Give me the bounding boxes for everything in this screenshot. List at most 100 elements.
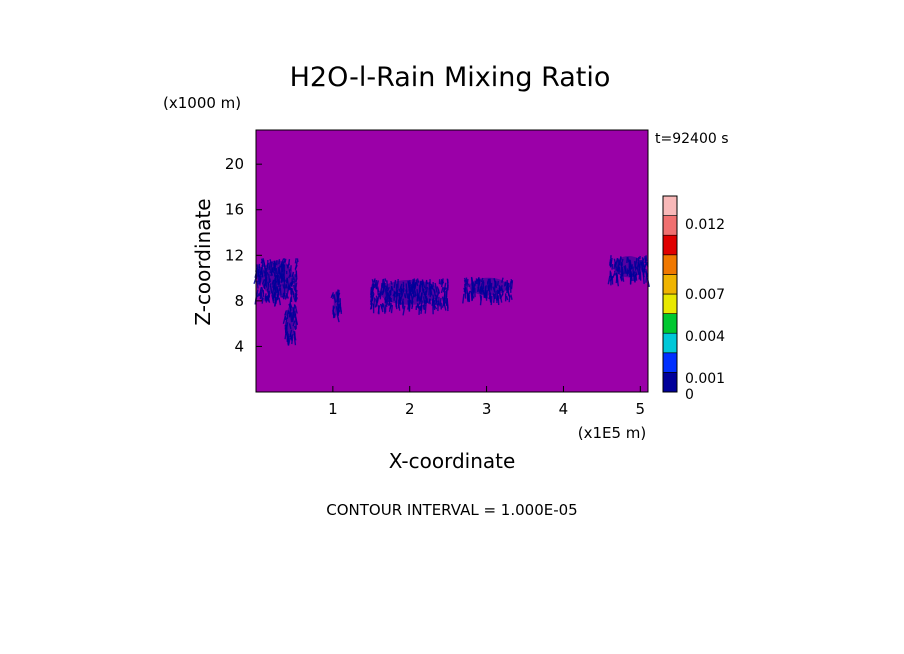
rain-streak — [272, 294, 275, 300]
rain-core — [469, 277, 508, 296]
rain-streak — [293, 304, 297, 308]
x-axis-label: X-coordinate — [389, 449, 516, 473]
rain-streak — [424, 279, 428, 290]
colorbar-swatch — [662, 254, 678, 275]
rain-streak — [405, 283, 408, 293]
rain-streak — [294, 325, 297, 331]
rain-streak — [627, 257, 630, 263]
rain-streak — [632, 271, 636, 277]
rain-streak — [265, 267, 268, 276]
rain-streak — [268, 273, 271, 283]
rain-streak — [422, 304, 426, 311]
rain-streak — [369, 302, 374, 310]
rain-streak — [270, 268, 274, 277]
rain-streak — [280, 273, 284, 283]
rain-streak — [338, 302, 342, 309]
rain-streak — [485, 289, 489, 298]
colorbar-swatch — [662, 234, 678, 256]
rain-streak — [276, 269, 280, 275]
rain-streak — [375, 298, 377, 303]
rain-streak — [482, 281, 485, 290]
rain-streak — [294, 258, 297, 264]
rain-streak — [290, 312, 293, 323]
x-tick-label: 4 — [559, 400, 569, 418]
rain-streak — [624, 265, 628, 274]
rain-streak — [384, 278, 387, 282]
rain-streak — [269, 259, 272, 263]
rain-streak — [400, 286, 403, 296]
rain-streak — [277, 266, 281, 272]
rain-streak — [623, 265, 627, 272]
rain-streak — [279, 288, 282, 298]
x-axis-ticks: 1 2 3 4 5 — [328, 386, 645, 418]
x-tick-label: 1 — [328, 400, 338, 418]
rain-streak — [610, 274, 613, 280]
rain-streak — [495, 290, 499, 301]
rain-streak — [613, 258, 617, 269]
rain-streak — [439, 297, 442, 307]
rain-streak — [416, 303, 419, 308]
rain-streak — [280, 263, 283, 268]
rain-streak — [284, 325, 288, 330]
rain-streak — [281, 258, 285, 262]
rain-streak — [262, 258, 266, 268]
rain-streak — [424, 298, 429, 306]
rain-streak — [330, 294, 334, 299]
rain-streak — [285, 284, 289, 289]
rain-streak — [269, 267, 272, 274]
rain-streak — [273, 275, 277, 282]
rain-streak — [274, 284, 277, 292]
rain-streak — [489, 296, 492, 303]
colorbar-swatch — [662, 293, 678, 314]
rain-streak — [634, 273, 638, 278]
rain-streak — [292, 290, 295, 297]
rain-streak — [393, 279, 397, 288]
rain-streak — [440, 287, 444, 294]
rain-streak — [389, 285, 393, 296]
rain-streak — [388, 302, 391, 307]
rain-streak — [414, 281, 417, 288]
rain-streak — [471, 284, 474, 294]
rain-streak — [268, 262, 272, 271]
rain-streak — [371, 283, 375, 293]
rain-streak — [432, 294, 436, 304]
rain-streak — [645, 255, 648, 262]
rain-streak — [417, 294, 421, 301]
rain-streak — [508, 295, 511, 303]
rain-streak — [388, 303, 392, 312]
rain-streak — [285, 317, 288, 327]
rain-streak — [493, 278, 497, 288]
rain-streak — [294, 293, 298, 299]
rain-core — [333, 290, 340, 315]
rain-streak — [258, 287, 263, 297]
rain-streak — [500, 285, 503, 292]
rain-streak — [257, 266, 261, 276]
rain-streak — [445, 289, 448, 299]
rain-streak — [634, 266, 638, 271]
rain-streak — [283, 269, 286, 279]
rain-streak — [332, 295, 335, 300]
rain-streak — [497, 295, 500, 306]
rain-region — [607, 255, 650, 288]
rain-streak — [292, 307, 295, 316]
rain-streak — [288, 269, 292, 278]
rain-streak — [612, 273, 616, 279]
colorbar-tick-label: 0 — [685, 387, 694, 403]
rain-streak — [619, 276, 623, 282]
colorbar-tick-label: 0.001 — [685, 371, 725, 387]
rain-streak — [446, 278, 449, 284]
rain-streak — [273, 262, 275, 270]
rain-streak — [407, 295, 411, 300]
rain-streak — [289, 329, 293, 338]
rain-streak — [493, 293, 496, 303]
rain-streak — [264, 277, 268, 282]
rain-streak — [255, 289, 259, 300]
rain-streak — [640, 261, 644, 266]
y-tick-label: 12 — [225, 246, 244, 264]
rain-streak — [263, 280, 267, 289]
rain-streak — [510, 280, 514, 290]
rain-streak — [641, 257, 645, 267]
colorbar-swatch — [662, 313, 678, 334]
y-tick-label: 16 — [225, 201, 244, 219]
